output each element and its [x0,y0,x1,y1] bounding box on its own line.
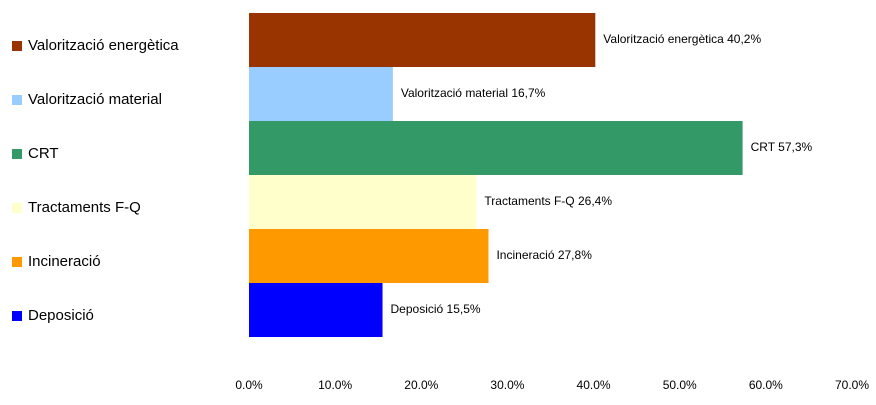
legend-label: CRT [28,145,59,162]
x-tick-label: 20.0% [404,378,438,392]
legend-label: Valorització material [28,91,162,108]
data-label: CRT 57,3% [751,140,813,154]
x-tick-label: 50.0% [663,378,697,392]
legend-swatch [12,41,22,51]
bar [249,13,596,67]
bar [249,229,489,283]
legend-swatch [12,149,22,159]
data-label: Deposició 15,5% [391,302,481,316]
bar [249,67,393,121]
legend-swatch [12,203,22,213]
x-tick-label: 30.0% [490,378,524,392]
legend-swatch [12,311,22,321]
data-label: Valorització material 16,7% [401,86,546,100]
x-tick-label: 60.0% [749,378,783,392]
legend-swatch [12,257,22,267]
data-label: Incineració 27,8% [496,248,592,262]
x-tick-label: 40.0% [577,378,611,392]
legend-label: Incineració [28,253,101,270]
data-label: Tractaments F-Q 26,4% [484,194,612,208]
data-label: Valorització energètica 40,2% [603,32,761,46]
x-tick-label: 70.0% [835,378,869,392]
legend-label: Deposició [28,307,94,324]
x-tick-label: 10.0% [318,378,352,392]
bar [249,283,383,337]
legend-label: Tractaments F-Q [28,199,141,216]
bar [249,121,743,175]
bar [249,175,477,229]
legend-label: Valorització energètica [28,37,179,54]
legend-swatch [12,95,22,105]
x-tick-label: 0.0% [235,378,263,392]
